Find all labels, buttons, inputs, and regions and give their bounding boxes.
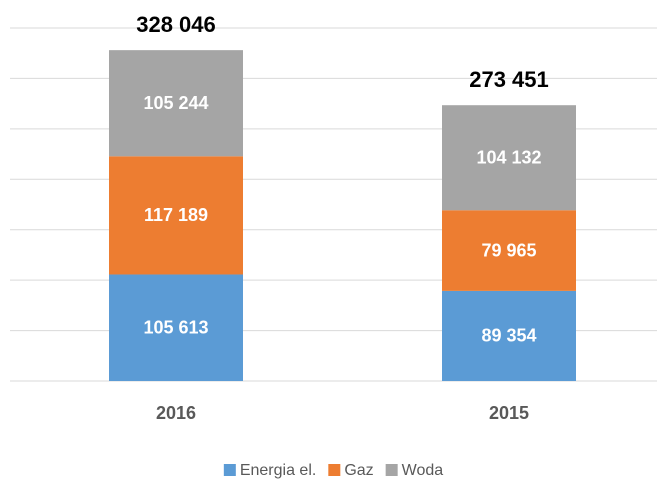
bar-segment — [442, 290, 576, 381]
bar-segment — [109, 156, 243, 275]
bar-segment — [442, 210, 576, 291]
x-tick-label: 2015 — [489, 403, 529, 423]
total-label: 273 451 — [469, 67, 549, 92]
legend-item: Woda — [385, 462, 444, 479]
legend-label: Gaz — [344, 462, 373, 479]
legend: Energia el. Gaz Woda — [223, 462, 444, 479]
data-label: 105 613 — [143, 317, 208, 337]
legend-item: Gaz — [328, 462, 374, 479]
bar-segment — [442, 105, 576, 211]
legend-swatch — [223, 464, 236, 476]
data-label: 104 132 — [476, 147, 541, 167]
data-label: 105 244 — [143, 93, 208, 113]
bar-segment — [109, 50, 243, 157]
data-label: 79 965 — [481, 240, 536, 260]
legend-swatch — [385, 464, 398, 476]
legend-label: Woda — [402, 462, 444, 479]
legend-label: Energia el. — [240, 462, 317, 479]
legend-swatch — [328, 464, 341, 476]
legend-item: Energia el. — [223, 462, 317, 479]
data-label: 89 354 — [481, 326, 536, 346]
x-tick-label: 2016 — [156, 403, 196, 423]
total-label: 328 046 — [136, 12, 216, 37]
data-label: 117 189 — [144, 205, 208, 225]
bar-segment — [109, 274, 243, 381]
